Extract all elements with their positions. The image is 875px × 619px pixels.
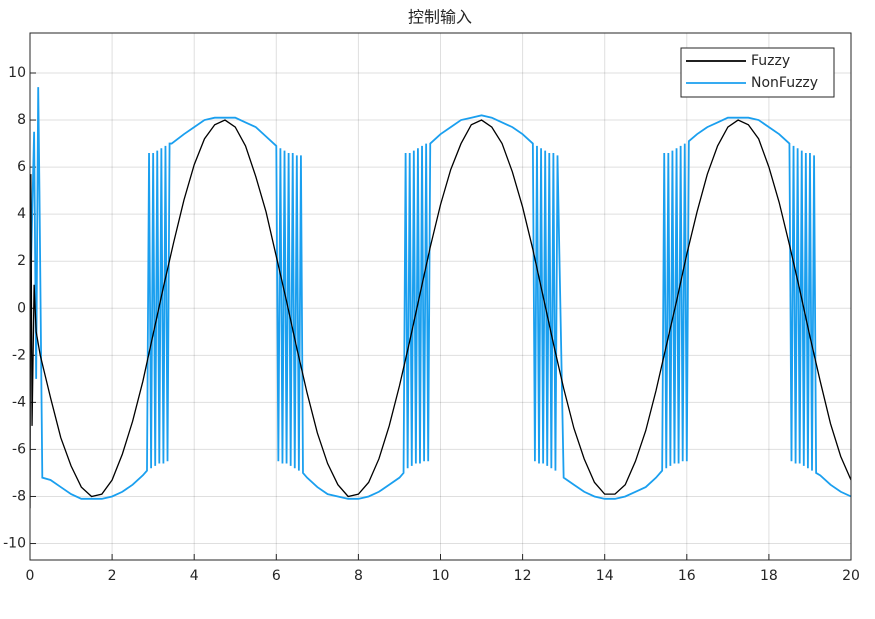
x-tick-label: 18 xyxy=(760,568,778,584)
x-tick-label: 20 xyxy=(842,568,860,584)
x-tick-label: 4 xyxy=(190,568,199,584)
x-tick-label: 14 xyxy=(596,568,614,584)
series-line xyxy=(30,119,851,509)
chart-title: 控制输入 xyxy=(408,8,472,27)
y-tick-label: -10 xyxy=(3,536,26,552)
x-tick-label: 6 xyxy=(272,568,281,584)
x-tick-label: 16 xyxy=(678,568,696,584)
x-tick-label: 8 xyxy=(354,568,363,584)
y-tick-label: 8 xyxy=(17,112,26,128)
x-tick-label: 12 xyxy=(514,568,532,584)
series-line xyxy=(30,87,851,500)
x-tick-label: 0 xyxy=(26,568,35,584)
y-tick-label: 4 xyxy=(17,206,26,222)
y-tick-label: 6 xyxy=(17,159,26,175)
plot-frame xyxy=(29,32,852,561)
x-tick-label: 10 xyxy=(432,568,450,584)
y-tick-label: 0 xyxy=(17,300,26,316)
y-tick-label: -6 xyxy=(12,441,26,457)
y-tick-label: 10 xyxy=(8,65,26,81)
legend-label: NonFuzzy xyxy=(751,75,818,91)
y-tick-label: -2 xyxy=(12,347,26,363)
legend-label: Fuzzy xyxy=(751,53,790,69)
y-tick-label: -8 xyxy=(12,488,26,504)
y-tick-label: -4 xyxy=(12,394,26,410)
legend-box xyxy=(680,47,835,98)
y-tick-label: 2 xyxy=(17,253,26,269)
x-tick-label: 2 xyxy=(108,568,117,584)
